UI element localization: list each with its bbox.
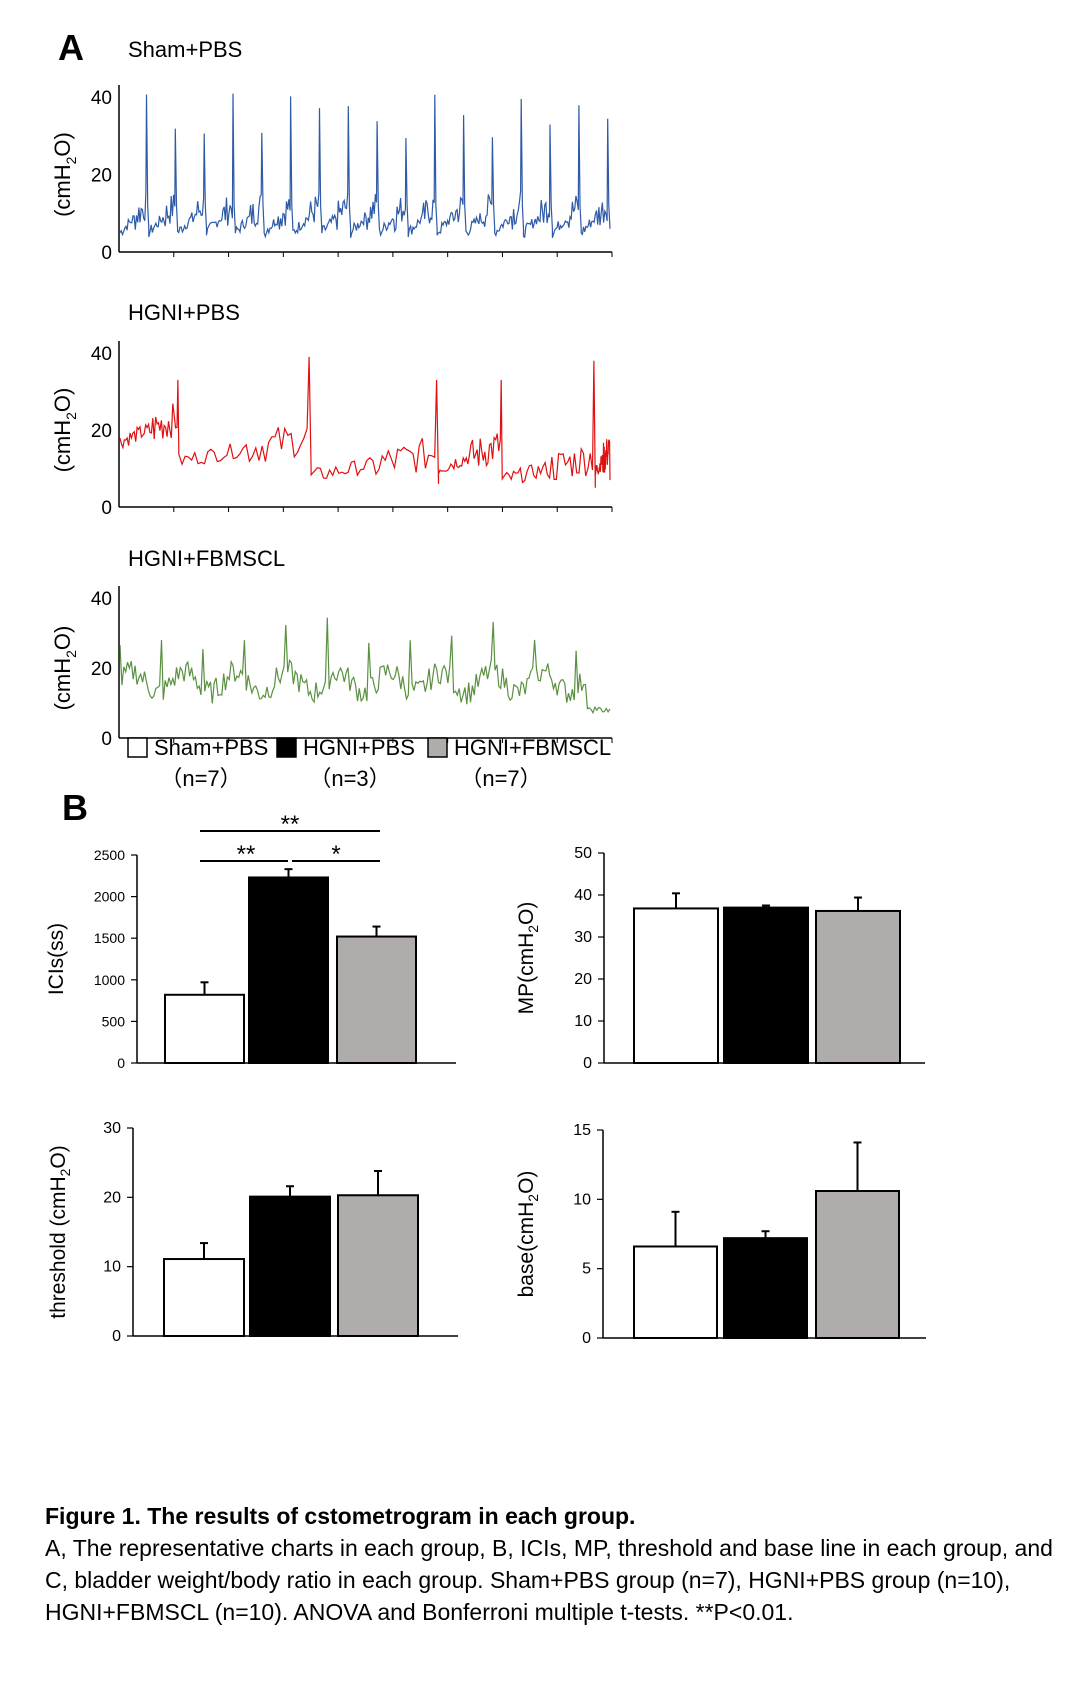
trace-y-tick-label: 0 <box>101 729 112 750</box>
y-tick-label: 1500 <box>94 930 125 946</box>
legend-label: HGNI+PBS <box>303 735 415 760</box>
bar-sham-pbs <box>633 1245 718 1339</box>
y-tick-label: 10 <box>103 1259 121 1276</box>
legend-item: HGNI+FBMSCL （n=7） <box>427 735 611 791</box>
legend-label: Sham+PBS <box>154 735 268 760</box>
sig-mark-right: * <box>331 841 340 868</box>
y-axis-label: threshold (cmH2O) <box>47 1145 73 1319</box>
legend-n: （n=7） <box>160 766 241 791</box>
trace-y-tick-label: 0 <box>101 243 112 264</box>
significance-brackets: **** * <box>200 811 380 868</box>
trace-y-axis-label: (cmH2O) <box>50 388 79 473</box>
trace-line <box>119 356 611 488</box>
trace-title: Sham+PBS <box>128 37 242 62</box>
y-tick-label: 30 <box>574 929 592 946</box>
bar-hgni-fbmscl <box>336 935 417 1065</box>
y-tick-label: 0 <box>582 1330 591 1347</box>
y-tick-label: 20 <box>574 971 592 988</box>
y-tick-label: 10 <box>573 1191 591 1208</box>
legend-item: HGNI+PBS （n=3） <box>276 735 415 791</box>
trace-title: HGNI+FBMSCL <box>128 546 285 571</box>
figure-caption: Figure 1. The results of cstometrogram i… <box>45 1500 1055 1628</box>
bar-hgni-pbs <box>249 1195 331 1338</box>
y-tick-label: 50 <box>574 845 592 862</box>
trace-panel: HGNI+FBMSCL 40 20 0 (cmH2O) <box>50 546 613 750</box>
panel-a-label: A <box>58 27 84 68</box>
bar-chart: 0 10 20 30 threshold (cmH2O) <box>47 1120 458 1345</box>
caption-title: Figure 1. The results of cstometrogram i… <box>45 1503 636 1529</box>
bar-hgni-pbs <box>723 1237 808 1340</box>
trace-y-tick-label: 20 <box>91 421 112 442</box>
bar-chart: 0 10 20 30 40 50 MP(cmH2O) <box>515 845 925 1072</box>
trace-y-tick-label: 20 <box>91 659 112 680</box>
y-axis-label: ICIs(ss) <box>45 923 68 995</box>
legend-swatch <box>127 737 148 758</box>
y-tick-label: 0 <box>112 1328 121 1345</box>
y-tick-label: 20 <box>103 1189 121 1206</box>
trace-panel: Sham+PBS 40 20 0 (cmH2O) <box>50 37 613 264</box>
y-tick-label: 10 <box>574 1013 592 1030</box>
y-tick-label: 5 <box>582 1261 591 1278</box>
caption-body: A, The representative charts in each gro… <box>45 1535 1053 1625</box>
trace-y-tick-label: 40 <box>91 344 112 365</box>
y-tick-label: 40 <box>574 887 592 904</box>
legend-swatch <box>276 737 297 758</box>
legend-n: （n=7） <box>460 766 541 791</box>
bar-hgni-pbs <box>723 906 809 1064</box>
sig-mark-left: ** <box>237 841 256 868</box>
y-tick-label: 2500 <box>94 847 125 863</box>
y-tick-label: 2000 <box>94 889 125 905</box>
bar-hgni-fbmscl <box>815 1190 900 1339</box>
y-axis-label: base(cmH2O) <box>515 1171 541 1298</box>
y-axis-label: MP(cmH2O) <box>515 902 541 1015</box>
trace-y-tick-label: 20 <box>91 166 112 187</box>
trace-y-tick-label: 0 <box>101 498 112 519</box>
trace-y-axis-label: (cmH2O) <box>50 132 79 217</box>
sig-mark-top: ** <box>281 811 300 838</box>
legend-label: HGNI+FBMSCL <box>454 735 611 760</box>
bar-chart: 0 500 1000 1500 2000 2500 ICIs(ss) <box>45 847 456 1071</box>
trace-panels: Sham+PBS 40 20 0 (cmH2O) HGNI+PBS 40 20 0 (cmH2O)… <box>50 37 613 750</box>
trace-y-tick-label: 40 <box>91 589 112 610</box>
legend-item: Sham+PBS （n=7） <box>127 735 268 791</box>
figure: A Sham+PBS 40 20 0 (cmH2O) HGNI+PBS 40 20 0 (cmH2… <box>45 27 926 1347</box>
legend: Sham+PBS （n=7） HGNI+PBS （n=3） HGNI+FBMSCL （n=… <box>127 735 611 791</box>
bar-sham-pbs <box>164 993 245 1064</box>
bar-sham-pbs <box>633 907 719 1064</box>
trace-line <box>119 93 611 239</box>
trace-title: HGNI+PBS <box>128 300 240 325</box>
bar-charts: 05001000150020002500ICIs(ss)01020304050M… <box>45 845 926 1347</box>
y-tick-label: 0 <box>583 1055 592 1072</box>
bar-hgni-fbmscl <box>337 1194 419 1337</box>
trace-panel: HGNI+PBS 40 20 0 (cmH2O) <box>50 300 613 519</box>
bar-hgni-fbmscl <box>815 909 901 1065</box>
y-tick-label: 0 <box>117 1055 125 1071</box>
y-tick-label: 30 <box>103 1120 121 1137</box>
bar-hgni-pbs <box>248 876 329 1064</box>
bar-sham-pbs <box>163 1258 245 1338</box>
legend-n: （n=3） <box>309 766 390 791</box>
panel-b-label: B <box>62 787 88 828</box>
y-tick-label: 1000 <box>94 972 125 988</box>
y-tick-label: 15 <box>573 1122 591 1139</box>
trace-line <box>119 617 611 715</box>
legend-swatch <box>427 737 448 758</box>
y-tick-label: 500 <box>102 1013 126 1029</box>
trace-y-tick-label: 40 <box>91 88 112 109</box>
trace-y-axis-label: (cmH2O) <box>50 626 79 711</box>
bar-chart: 0 5 10 15 base(cmH2O) <box>515 1122 926 1347</box>
